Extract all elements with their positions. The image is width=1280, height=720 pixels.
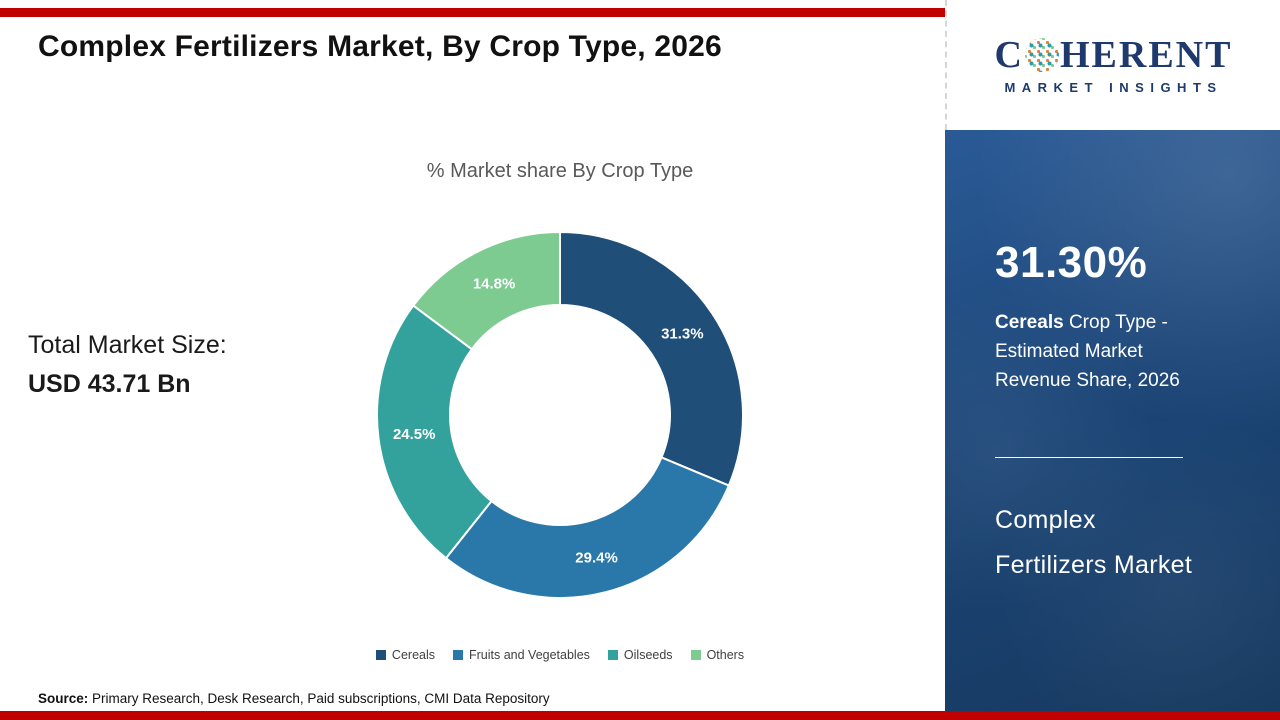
donut-slice-fruits-and-vegetables: [444, 456, 731, 599]
legend-item: Fruits and Vegetables: [453, 648, 590, 662]
slice-label: 24.5%: [393, 426, 436, 443]
legend-swatch: [690, 650, 701, 660]
highlight-percentage: 31.30%: [995, 238, 1148, 287]
logo-letters-rest: HERENT: [1059, 33, 1233, 76]
donut-slice-others: [411, 230, 561, 351]
globe-icon: [1024, 37, 1059, 72]
legend-item: Others: [690, 648, 745, 662]
slice-label: 29.4%: [575, 549, 618, 566]
sidebar-panel: 31.30% Cereals Crop Type - Estimated Mar…: [945, 130, 1280, 711]
highlight-description: Cereals Crop Type - Estimated Market Rev…: [995, 308, 1210, 395]
legend-swatch: [607, 650, 618, 660]
donut-slice-oilseeds: [376, 304, 493, 560]
market-size-value: USD 43.71 Bn: [28, 370, 191, 398]
sidebar-divider: [995, 457, 1183, 458]
legend-swatch: [375, 650, 386, 660]
legend-label: Oilseeds: [623, 648, 673, 662]
total-market-size: Total Market Size: USD 43.71 Bn: [28, 326, 227, 404]
donut-chart: 31.3% 29.4% 24.5% 14.8%: [376, 230, 744, 599]
report-title-line1: Complex: [995, 506, 1096, 534]
legend-item: Oilseeds: [607, 648, 673, 662]
logo-subtitle: MARKET INSIGHTS: [1004, 79, 1223, 95]
slice-label: 31.3%: [661, 326, 704, 343]
page-title: Complex Fertilizers Market, By Crop Type…: [38, 30, 722, 63]
highlight-description-rest: Crop Type - Estimated Market Revenue Sha…: [995, 312, 1180, 391]
source-label: Source:: [38, 691, 89, 706]
chart-legend: Cereals Fruits and Vegetables Oilseeds Othe…: [115, 648, 1005, 662]
logo: C HERENT MARKET INSIGHTS: [945, 0, 1280, 130]
legend-label: Cereals: [391, 648, 435, 662]
legend-label: Fruits and Vegetables: [469, 648, 590, 662]
logo-wordmark: C HERENT: [995, 36, 1233, 74]
source-text: Primary Research, Desk Research, Paid su…: [88, 691, 550, 706]
logo-letter-c: C: [994, 33, 1024, 76]
report-title-line2: Fertilizers Market: [995, 551, 1193, 579]
market-size-label: Total Market Size:: [28, 331, 227, 359]
sidebar-report-title: Complex Fertilizers Market: [995, 498, 1192, 588]
slice-label: 14.8%: [473, 276, 516, 293]
top-accent-bar: [0, 8, 945, 17]
source-note: Source: Primary Research, Desk Research,…: [38, 691, 550, 706]
highlight-segment-name: Cereals: [995, 312, 1064, 333]
legend-swatch: [453, 650, 463, 660]
chart-title: % Market share By Crop Type: [426, 160, 694, 182]
donut-slice-cereals: [559, 230, 744, 487]
sidebar: C HERENT MARKET INSIGHTS 31.30% Cereals C…: [945, 0, 1280, 711]
legend-item: Cereals: [375, 648, 435, 662]
legend-label: Others: [706, 648, 745, 662]
bottom-accent-bar: [0, 711, 1280, 720]
